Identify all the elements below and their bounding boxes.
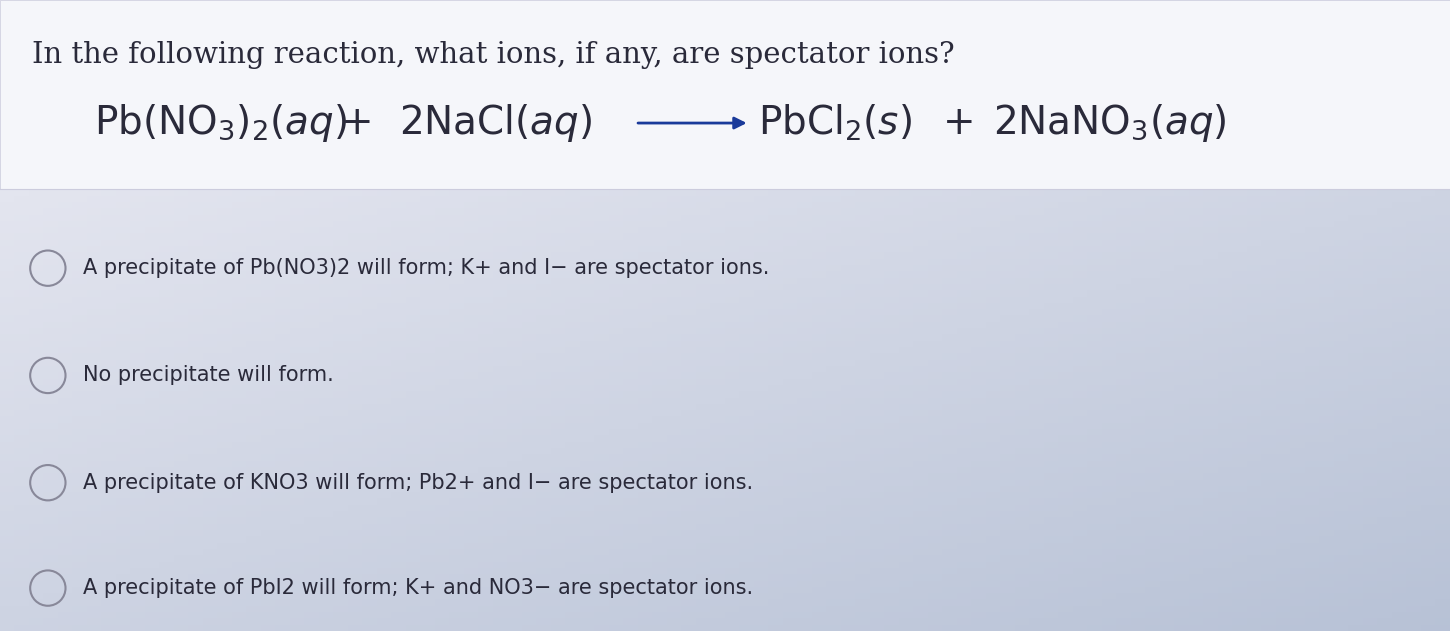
FancyBboxPatch shape — [0, 0, 1450, 189]
Text: A precipitate of KNO3 will form; Pb2+ and I− are spectator ions.: A precipitate of KNO3 will form; Pb2+ an… — [83, 473, 753, 493]
Text: $\mathregular{PbCl_2}$$\mathit{(s)}$: $\mathregular{PbCl_2}$$\mathit{(s)}$ — [758, 103, 912, 143]
Text: In the following reaction, what ions, if any, are spectator ions?: In the following reaction, what ions, if… — [32, 41, 954, 69]
Text: A precipitate of PbI2 will form; K+ and NO3− are spectator ions.: A precipitate of PbI2 will form; K+ and … — [83, 578, 753, 598]
Text: $\mathregular{Pb(NO_3)_2}$$\mathit{(aq)}$: $\mathregular{Pb(NO_3)_2}$$\mathit{(aq)}… — [94, 102, 348, 144]
Text: $\mathregular{2NaNO_3}$$\mathit{(aq)}$: $\mathregular{2NaNO_3}$$\mathit{(aq)}$ — [993, 102, 1227, 144]
Text: A precipitate of Pb(NO3)2 will form; K+ and I− are spectator ions.: A precipitate of Pb(NO3)2 will form; K+ … — [83, 258, 770, 278]
Text: No precipitate will form.: No precipitate will form. — [83, 365, 334, 386]
Text: $\mathregular{2NaCl}$$\mathit{(aq)}$: $\mathregular{2NaCl}$$\mathit{(aq)}$ — [399, 102, 592, 144]
Text: $+$: $+$ — [339, 104, 371, 142]
Text: $+$: $+$ — [941, 104, 973, 142]
